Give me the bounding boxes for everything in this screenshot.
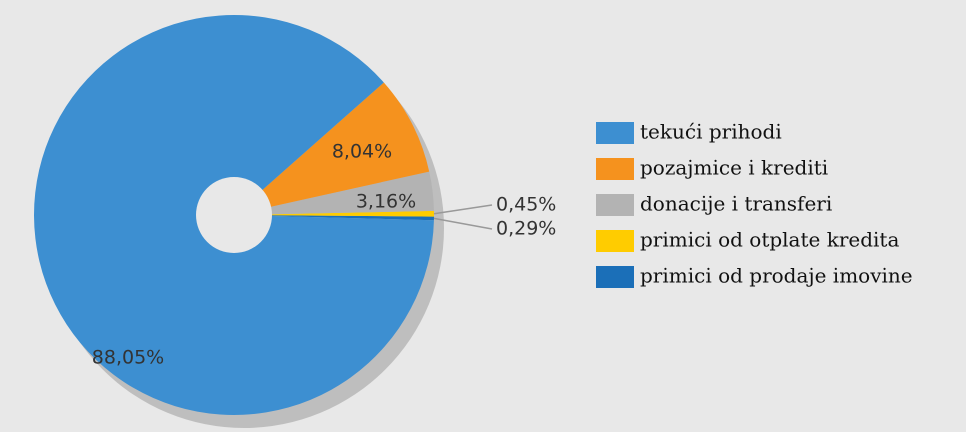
- legend-label: primici od otplate kredita: [640, 228, 899, 252]
- pie-slice: [234, 82, 430, 215]
- legend-label: tekući prihodi: [640, 120, 782, 144]
- pie-slice: [234, 215, 434, 221]
- data-label: 3,16%: [356, 191, 416, 213]
- legend-label: donacije i transferi: [640, 192, 832, 216]
- data-label: 88,05%: [92, 347, 164, 369]
- leader-line: [433, 204, 493, 215]
- pie-slice: [234, 210, 434, 217]
- legend-swatch: [596, 122, 634, 144]
- legend-label: pozajmice i krediti: [640, 156, 828, 180]
- legend-swatch: [596, 266, 634, 288]
- legend-swatch: [596, 194, 634, 216]
- data-label: 0,45%: [496, 194, 556, 216]
- data-label: 8,04%: [332, 141, 392, 163]
- leader-line: [433, 217, 493, 230]
- legend-swatch: [596, 230, 634, 252]
- data-label: 0,29%: [496, 218, 556, 240]
- legend-swatch: [596, 158, 634, 180]
- pie-hole: [196, 177, 272, 253]
- legend-label: primici od prodaje imovine: [640, 264, 913, 288]
- pie-slice: [234, 171, 434, 215]
